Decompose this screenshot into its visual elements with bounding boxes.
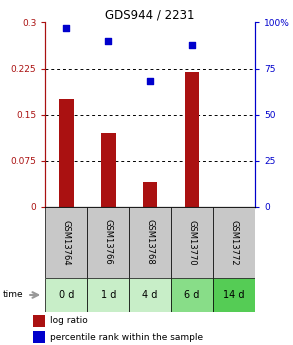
Bar xyxy=(33,331,45,343)
Bar xyxy=(129,278,171,312)
Text: 14 d: 14 d xyxy=(223,290,245,300)
Text: log ratio: log ratio xyxy=(50,316,88,325)
Bar xyxy=(171,207,213,278)
Text: 0 d: 0 d xyxy=(59,290,74,300)
Bar xyxy=(33,315,45,327)
Text: GSM13770: GSM13770 xyxy=(188,219,197,265)
Bar xyxy=(143,183,158,207)
Text: GSM13764: GSM13764 xyxy=(62,219,71,265)
Point xyxy=(190,42,195,47)
Text: 1 d: 1 d xyxy=(100,290,116,300)
Bar xyxy=(45,278,87,312)
Bar xyxy=(129,207,171,278)
Bar xyxy=(171,278,213,312)
Text: GSM13772: GSM13772 xyxy=(229,219,239,265)
Bar xyxy=(213,278,255,312)
Point xyxy=(64,25,69,31)
Bar xyxy=(101,133,116,207)
Title: GDS944 / 2231: GDS944 / 2231 xyxy=(105,8,195,21)
Bar xyxy=(45,207,87,278)
Bar xyxy=(87,207,129,278)
Bar xyxy=(87,278,129,312)
Bar xyxy=(185,72,200,207)
Bar xyxy=(213,207,255,278)
Text: percentile rank within the sample: percentile rank within the sample xyxy=(50,333,203,342)
Text: 4 d: 4 d xyxy=(142,290,158,300)
Text: GSM13766: GSM13766 xyxy=(104,219,113,265)
Point xyxy=(106,38,111,43)
Bar xyxy=(59,99,74,207)
Point xyxy=(148,79,152,84)
Text: 6 d: 6 d xyxy=(184,290,200,300)
Text: time: time xyxy=(3,290,23,299)
Text: GSM13768: GSM13768 xyxy=(146,219,155,265)
